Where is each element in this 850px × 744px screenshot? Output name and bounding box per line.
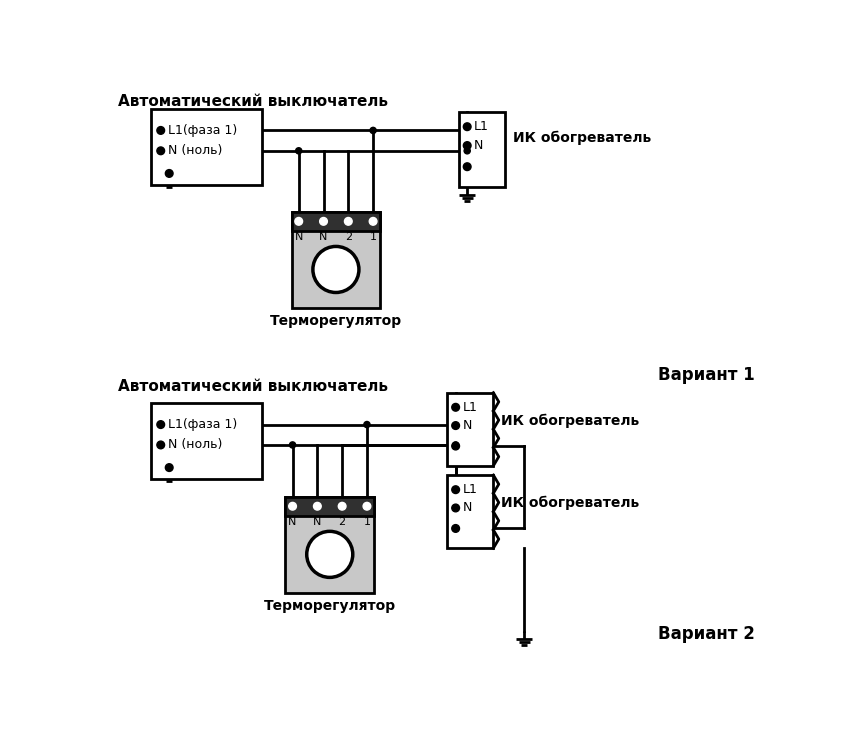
Circle shape <box>157 420 165 429</box>
Text: 2: 2 <box>338 517 346 527</box>
Text: L1(фаза 1): L1(фаза 1) <box>167 418 237 431</box>
Circle shape <box>157 441 165 449</box>
Text: N: N <box>462 501 472 514</box>
Bar <box>286 496 374 593</box>
Text: N: N <box>313 517 321 527</box>
Text: N: N <box>320 232 328 243</box>
Circle shape <box>452 525 460 532</box>
Circle shape <box>370 127 377 133</box>
Text: L1: L1 <box>462 401 478 414</box>
Circle shape <box>320 217 327 225</box>
Bar <box>447 393 493 466</box>
Circle shape <box>157 126 165 134</box>
Circle shape <box>452 422 460 429</box>
Text: N (ноль): N (ноль) <box>167 438 222 452</box>
Circle shape <box>157 147 165 155</box>
Bar <box>292 212 380 308</box>
Text: 2: 2 <box>345 232 352 243</box>
Text: Вариант 1: Вариант 1 <box>659 366 755 384</box>
Bar <box>286 496 374 516</box>
Text: N: N <box>462 419 472 432</box>
Circle shape <box>452 504 460 512</box>
Circle shape <box>307 531 353 577</box>
Circle shape <box>166 464 173 472</box>
Text: 1: 1 <box>370 232 377 243</box>
Text: Терморегулятор: Терморегулятор <box>269 314 402 328</box>
Text: N: N <box>288 517 297 527</box>
Circle shape <box>452 442 460 450</box>
Circle shape <box>369 217 377 225</box>
Bar <box>150 403 263 479</box>
Circle shape <box>344 217 352 225</box>
Text: ИК обогреватель: ИК обогреватель <box>501 414 639 428</box>
Bar <box>459 112 505 187</box>
Text: Вариант 2: Вариант 2 <box>658 625 755 643</box>
Text: Автоматический выключатель: Автоматический выключатель <box>117 379 388 394</box>
Circle shape <box>338 502 346 510</box>
Circle shape <box>364 422 370 428</box>
Text: N: N <box>474 139 484 152</box>
Circle shape <box>463 163 471 170</box>
Bar <box>150 109 263 185</box>
Circle shape <box>314 502 321 510</box>
Circle shape <box>166 170 173 177</box>
Text: 1: 1 <box>364 517 371 527</box>
Circle shape <box>452 486 460 493</box>
Circle shape <box>452 403 460 411</box>
Circle shape <box>464 148 470 154</box>
Bar <box>292 212 380 231</box>
Circle shape <box>289 502 297 510</box>
Text: Терморегулятор: Терморегулятор <box>264 599 396 613</box>
Text: ИК обогреватель: ИК обогреватель <box>513 131 651 145</box>
Text: L1(фаза 1): L1(фаза 1) <box>167 124 237 137</box>
Text: ИК обогреватель: ИК обогреватель <box>501 496 639 510</box>
Text: N: N <box>295 232 303 243</box>
Circle shape <box>313 246 359 292</box>
Circle shape <box>363 502 371 510</box>
Circle shape <box>452 442 459 448</box>
Text: L1: L1 <box>474 121 489 133</box>
Text: N (ноль): N (ноль) <box>167 144 222 157</box>
Bar <box>447 475 493 548</box>
Text: L1: L1 <box>462 483 478 496</box>
Circle shape <box>295 217 303 225</box>
Circle shape <box>463 123 471 130</box>
Circle shape <box>290 442 296 448</box>
Circle shape <box>296 148 302 154</box>
Text: Автоматический выключатель: Автоматический выключатель <box>117 94 388 109</box>
Circle shape <box>463 141 471 150</box>
